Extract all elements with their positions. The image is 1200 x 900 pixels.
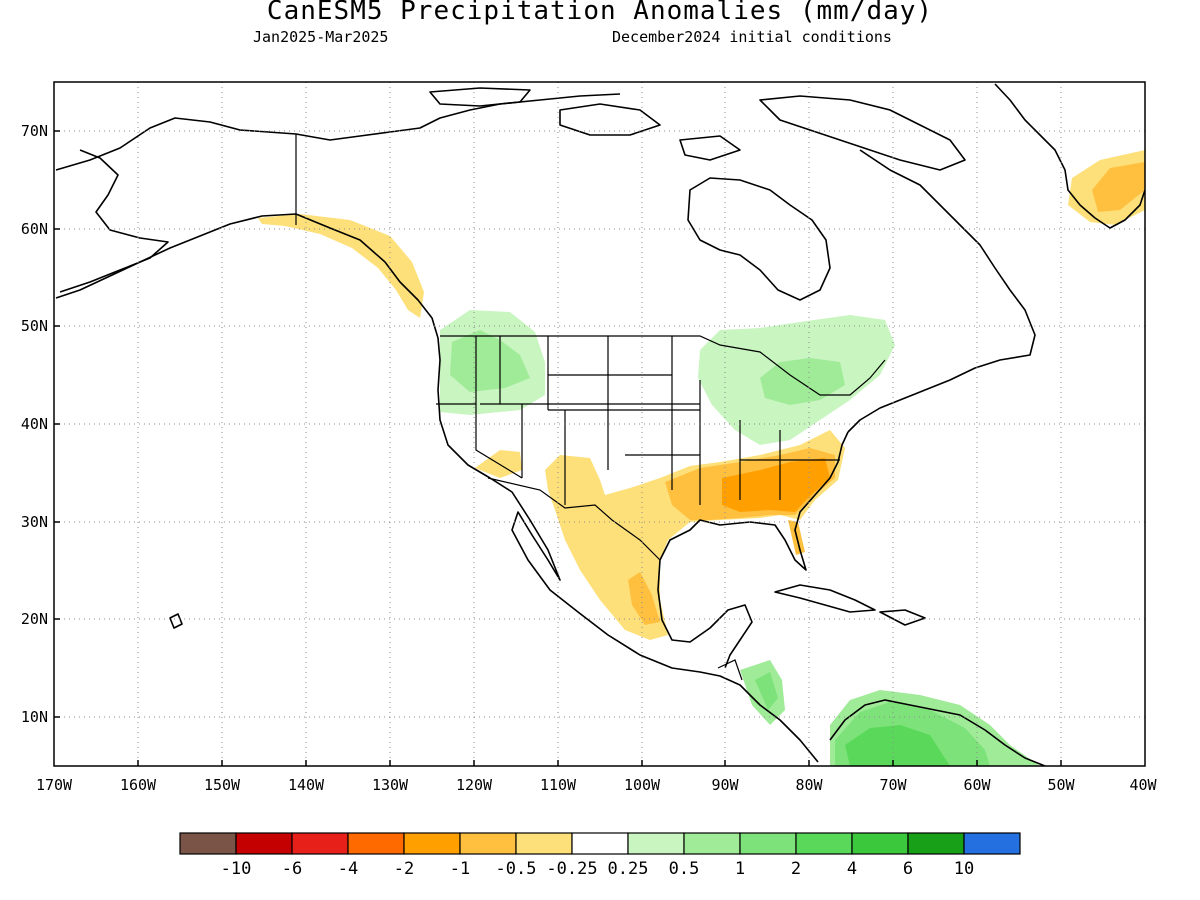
map-title: CanESM5 Precipitation Anomalies (mm/day) [266, 0, 934, 26]
coastline-southampton-island [679, 135, 741, 161]
lon-label: 160W [120, 776, 157, 794]
colorbar-swatch [235, 832, 293, 855]
lon-label: 150W [204, 776, 241, 794]
colorbar-swatch [347, 832, 405, 855]
anomaly-wet-great-lakes-core [760, 358, 845, 405]
map-area [55, 83, 1145, 766]
lat-label: 40N [21, 415, 48, 433]
colorbar-label: 1 [735, 859, 745, 879]
lon-label: 120W [456, 776, 493, 794]
lat-label: 50N [21, 317, 48, 335]
anomaly-dry-southern-mexico-core [628, 572, 660, 625]
lon-label: 130W [372, 776, 409, 794]
political-borders [295, 134, 886, 681]
lon-label: 70W [879, 776, 907, 794]
colorbar-swatch [795, 832, 853, 855]
lat-label: 70N [21, 122, 48, 140]
anomaly-shading [258, 150, 1145, 766]
coastline-victoria-island [559, 103, 661, 136]
lat-label: 30N [21, 513, 48, 531]
lon-label: 90W [711, 776, 739, 794]
latitude-labels: 10N 20N 30N 40N 50N 60N 70N [21, 122, 48, 726]
colorbar-swatch [571, 832, 629, 855]
anomaly-wet-south-america-max [845, 725, 950, 766]
colorbar-swatch [963, 832, 1021, 855]
coastline-ellesmere-island [429, 87, 531, 107]
longitude-labels: 170W 160W 150W 140W 130W 120W 110W 100W … [36, 776, 1158, 794]
coastline-greenland [994, 83, 1145, 229]
lon-label: 170W [36, 776, 73, 794]
coastline-cuba [774, 584, 876, 613]
coastline-hispaniola [879, 609, 926, 626]
lat-label: 60N [21, 220, 48, 238]
lon-label: 60W [963, 776, 991, 794]
colorbar-label: 4 [847, 859, 857, 879]
lon-label: 140W [288, 776, 325, 794]
anomaly-dry-southeast-max [722, 458, 830, 512]
us-state-lines [436, 336, 840, 505]
border-us-canada [440, 335, 886, 396]
lon-label: 40W [1129, 776, 1157, 794]
coastline-alaska-west [59, 149, 169, 293]
initial-conditions: December2024 initial conditions [612, 28, 892, 46]
border-us-mexico [487, 477, 661, 561]
colorbar-label: -10 [221, 859, 252, 879]
lon-label: 50W [1047, 776, 1075, 794]
colorbar-swatch [739, 832, 797, 855]
colorbar-swatch [907, 832, 965, 855]
colorbar-label: -0.25 [546, 859, 597, 879]
tick-marks [54, 130, 1062, 766]
coastline-alaska-north [55, 93, 621, 171]
colorbar-swatch [459, 832, 517, 855]
border-guatemala-mexico [717, 659, 743, 681]
lon-label: 80W [795, 776, 823, 794]
colorbar-swatch [403, 832, 461, 855]
coastline-hawaii [169, 613, 183, 629]
coastline-south-america [829, 699, 1046, 766]
colorbar-swatch [851, 832, 909, 855]
anomaly-wet-central-america-core [755, 672, 778, 710]
colorbar-label: -2 [394, 859, 414, 879]
colorbar-label: 2 [791, 859, 801, 879]
colorbar-swatch [683, 832, 741, 855]
colorbar-label: -1 [450, 859, 470, 879]
colorbar-label: -0.5 [496, 859, 537, 879]
coastline-us-east [657, 431, 849, 669]
colorbar-label: 10 [954, 859, 974, 879]
lat-label: 20N [21, 610, 48, 628]
graticule [54, 82, 1145, 766]
lon-label: 100W [624, 776, 661, 794]
coastline-labrador [847, 149, 1036, 433]
anomaly-dry-alaska-bc [258, 214, 424, 318]
colorbar-label: -4 [338, 859, 358, 879]
colorbar-swatch [179, 832, 237, 855]
lon-label: 110W [540, 776, 577, 794]
colorbar-swatch [291, 832, 349, 855]
colorbar-label: 6 [903, 859, 913, 879]
colorbar-swatch [515, 832, 573, 855]
lat-label: 10N [21, 708, 48, 726]
anomaly-wet-pacific-nw-core [450, 330, 530, 392]
colorbar-label: -6 [282, 859, 302, 879]
colorbar-label: 0.25 [608, 859, 649, 879]
coastline-baffin-island [759, 95, 966, 171]
anomaly-dry-greenland-core [1092, 162, 1145, 212]
forecast-period: Jan2025-Mar2025 [253, 28, 389, 46]
coastline-hudson-bay [687, 177, 831, 301]
coastlines [55, 83, 1145, 766]
colorbar: -10 -6 -4 -2 -1 -0.5 -0.25 0.25 0.5 1 2 4 6 10 [179, 832, 1021, 879]
colorbar-label: 0.5 [669, 859, 700, 879]
colorbar-swatch [627, 832, 685, 855]
